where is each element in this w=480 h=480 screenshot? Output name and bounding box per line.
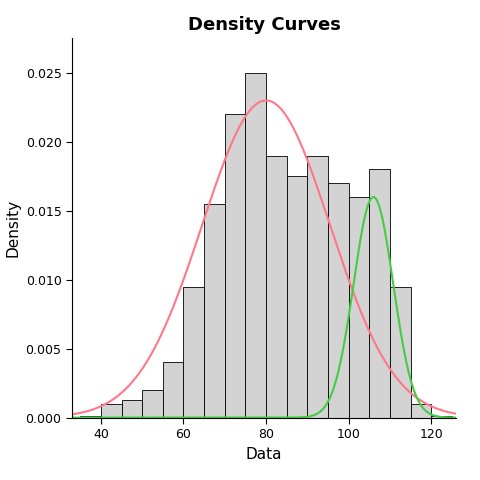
Bar: [101, 404, 121, 418]
Bar: [163, 362, 183, 418]
Bar: [410, 404, 431, 418]
Bar: [225, 114, 245, 418]
Bar: [431, 416, 452, 418]
Bar: [390, 287, 410, 418]
Bar: [204, 204, 225, 418]
Y-axis label: Density: Density: [5, 199, 20, 257]
Bar: [121, 400, 142, 418]
Bar: [369, 169, 390, 418]
X-axis label: Data: Data: [246, 446, 282, 462]
Bar: [80, 416, 101, 418]
Bar: [183, 287, 204, 418]
Bar: [266, 156, 287, 418]
Title: Density Curves: Density Curves: [188, 16, 340, 34]
Bar: [328, 183, 348, 418]
Bar: [348, 197, 369, 418]
Bar: [142, 390, 163, 418]
Bar: [287, 176, 307, 418]
Bar: [245, 73, 266, 418]
Bar: [307, 156, 328, 418]
